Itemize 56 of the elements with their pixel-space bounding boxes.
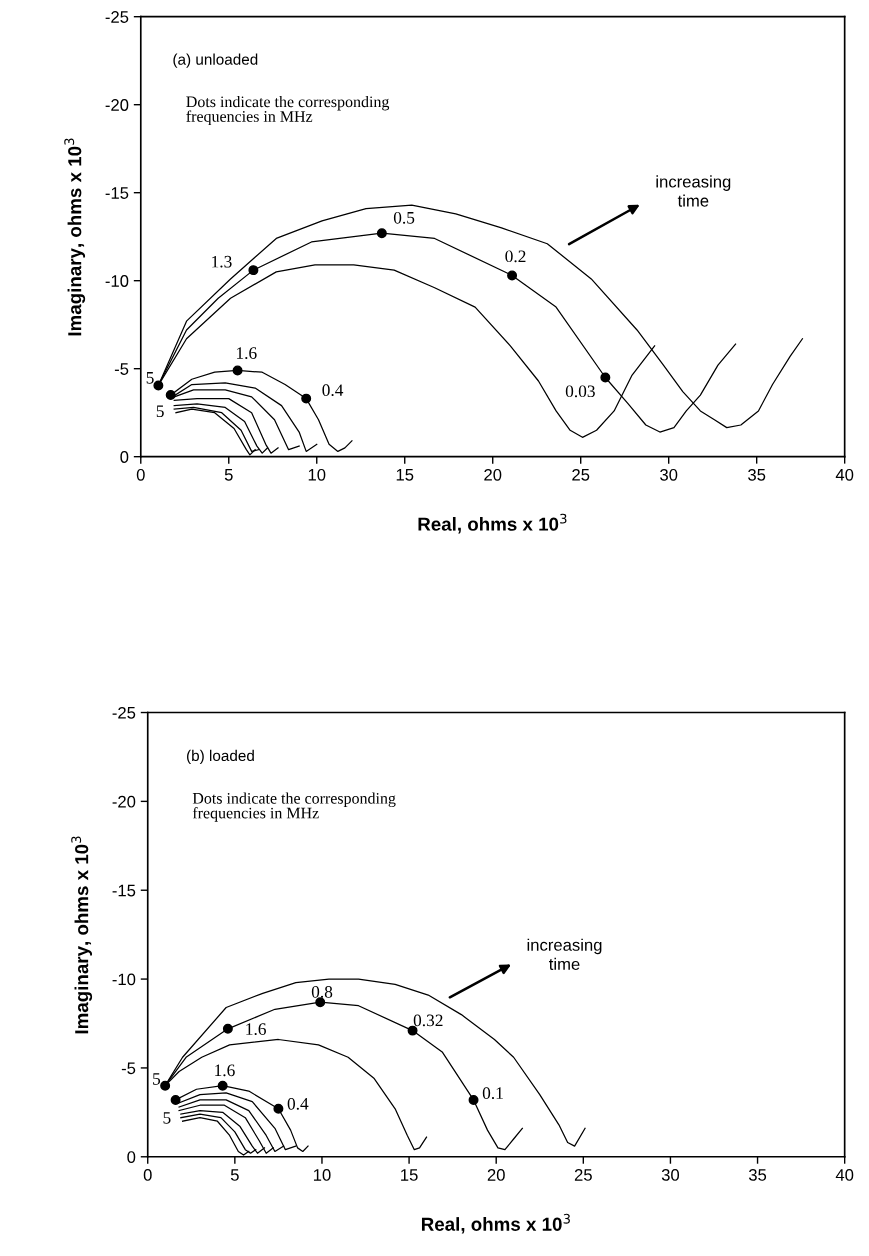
- y-tick-label: -25: [112, 706, 136, 719]
- y-tick-label: -5: [114, 363, 129, 375]
- y-tick-label: -20: [105, 99, 129, 111]
- x-tick-label: 0: [143, 1169, 152, 1181]
- y-tick-label: -5: [121, 1062, 136, 1075]
- x-tick-label: 20: [484, 468, 502, 481]
- annotation: (b) loaded: [187, 749, 254, 765]
- annotation: 0.03: [565, 385, 595, 398]
- y-tick-label: -15: [105, 187, 129, 199]
- y-tick-label: 0: [120, 451, 129, 463]
- x-axis-title: Real, ohms x 10$^{3}$: [418, 513, 567, 534]
- y-tick-label: -15: [112, 884, 136, 897]
- annotation: 1.6: [215, 1064, 235, 1077]
- annotation: 1.6: [236, 347, 257, 360]
- annotation: Dots indicate the corresponding frequencies in MHz: [192, 792, 396, 822]
- x-tick-label: 0: [136, 468, 145, 481]
- x-tick-label: 30: [660, 468, 678, 481]
- x-tick-label: 40: [835, 1169, 854, 1181]
- y-tick-label: -20: [112, 795, 136, 808]
- annotation: 0.1: [482, 1087, 503, 1100]
- x-tick-label: 5: [224, 469, 233, 481]
- x-axis-title: Real, ohms x 10$^{3}$: [421, 1213, 570, 1234]
- x-tick-label: 35: [748, 1169, 767, 1181]
- x-tick-label: 5: [230, 1169, 239, 1181]
- y-tick-label: -25: [105, 11, 129, 23]
- x-tick-label: 10: [313, 1169, 331, 1181]
- annotation: 5: [153, 1073, 161, 1085]
- y-axis-title: Imaginary, ohms x 10$^{3}$: [64, 138, 86, 336]
- annotation: 0.2: [505, 250, 526, 263]
- x-tick-label: 40: [835, 468, 854, 481]
- annotation: 0.4: [287, 1097, 309, 1110]
- annotation: 5: [156, 405, 164, 418]
- annotation: 0.4: [322, 384, 344, 397]
- annotation: 5: [146, 372, 154, 384]
- annotation: 1.3: [212, 255, 232, 268]
- annotation: increasing time: [527, 938, 602, 971]
- annotation: Dots indicate the corresponding frequencies in MHz: [186, 95, 390, 126]
- annotation: 5: [163, 1112, 171, 1124]
- x-tick-label: 25: [574, 1169, 592, 1181]
- y-tick-label: 0: [127, 1151, 136, 1163]
- y-tick-label: -10: [105, 275, 129, 287]
- x-tick-label: 35: [748, 468, 766, 481]
- x-tick-label: 20: [487, 1169, 505, 1181]
- x-tick-label: 15: [401, 1169, 418, 1181]
- annotation: increasing time: [656, 175, 731, 207]
- annotation: (a) unloaded: [173, 53, 258, 68]
- annotation: 0.8: [311, 986, 333, 998]
- x-tick-label: 30: [661, 1169, 680, 1181]
- annotation: 0.32: [413, 1014, 443, 1027]
- x-tick-label: 15: [396, 469, 414, 481]
- x-tick-label: 10: [308, 468, 326, 481]
- y-axis-title: Imaginary, ohms x 10$^{3}$: [71, 836, 93, 1034]
- annotation: 0.5: [393, 211, 415, 224]
- annotation: 1.6: [246, 1023, 266, 1036]
- x-tick-label: 25: [572, 468, 590, 481]
- y-tick-label: -10: [112, 973, 136, 986]
